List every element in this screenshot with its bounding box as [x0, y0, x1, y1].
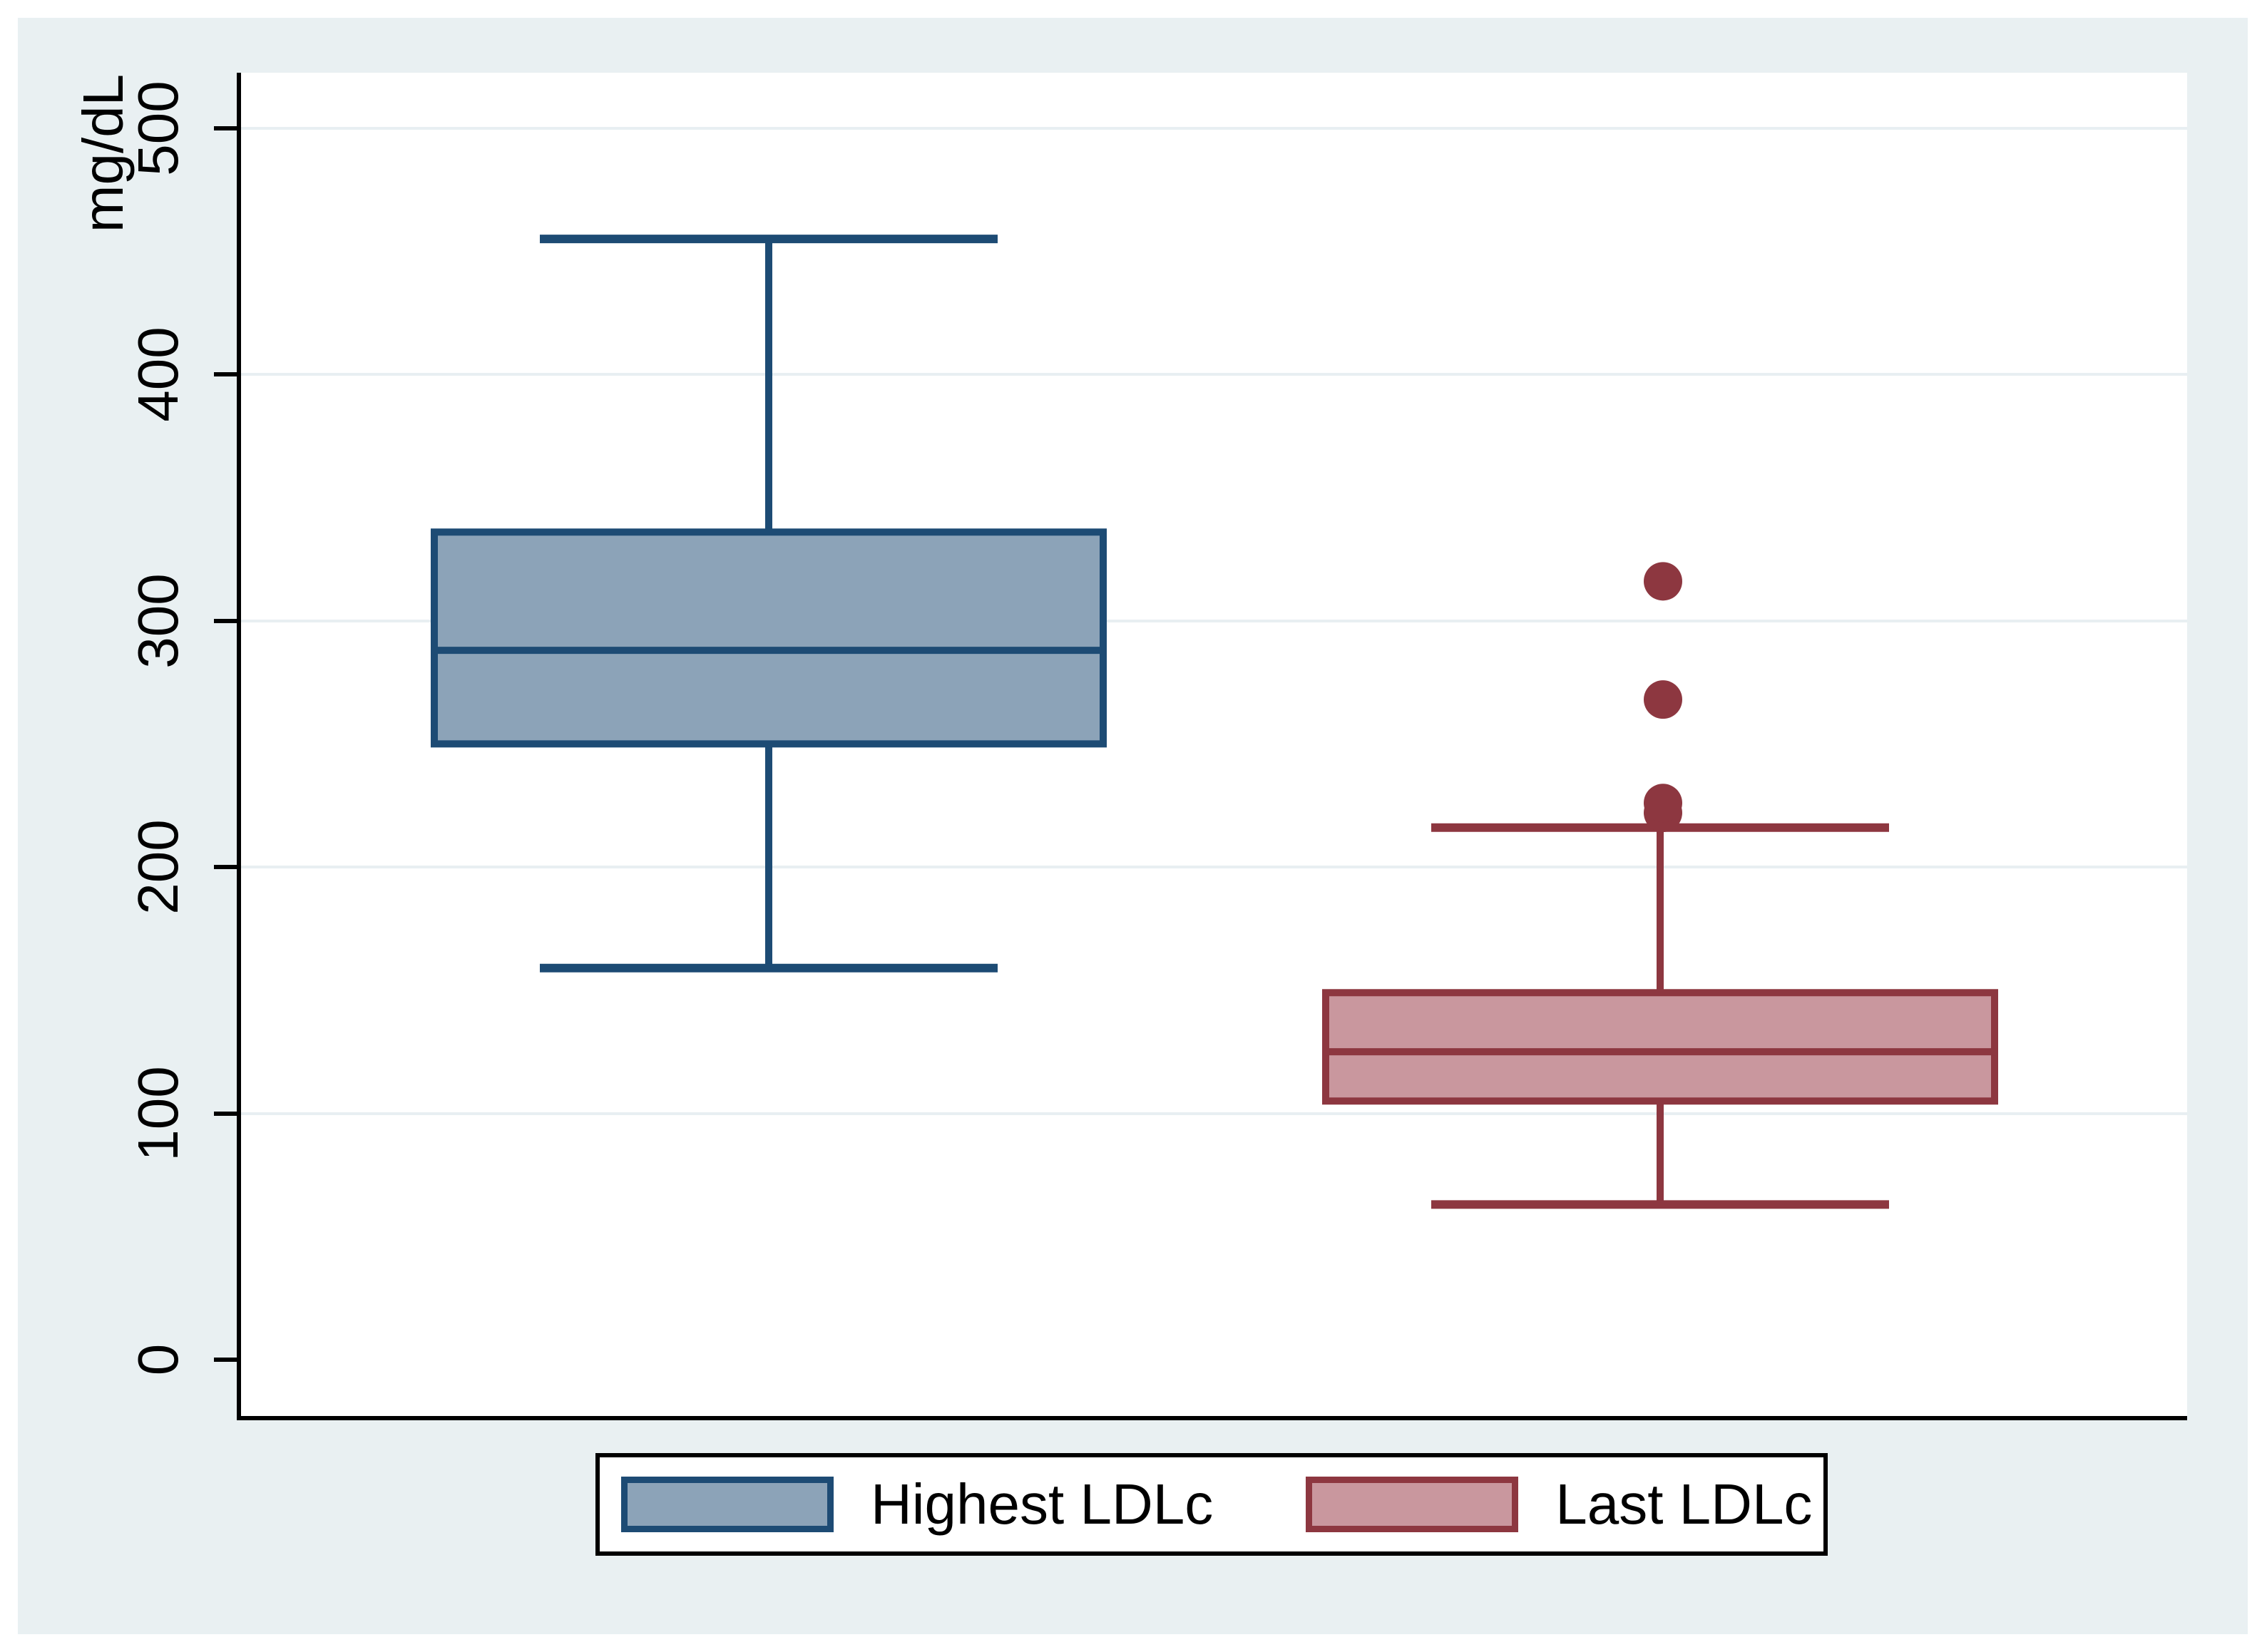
outlier-dot-1-2	[1644, 680, 1682, 719]
gridline-500	[241, 126, 2187, 130]
legend-label-last-ldlc: Last LDLc	[1555, 1472, 1813, 1536]
y-tick-200	[214, 865, 237, 870]
legend-label-highest-ldlc: Highest LDLc	[871, 1472, 1214, 1536]
y-axis-line	[237, 73, 241, 1420]
y-tick-500	[214, 125, 237, 130]
legend-item-highest-ldlc: Highest LDLc	[621, 1476, 1213, 1533]
x-axis-line	[237, 1416, 2187, 1420]
box-0	[431, 528, 1107, 748]
legend-item-last-ldlc: Last LDLc	[1306, 1476, 1812, 1533]
gridline-200	[241, 866, 2187, 869]
gridline-400	[241, 373, 2187, 376]
y-tick-400	[214, 372, 237, 377]
y-tick-0	[214, 1358, 237, 1362]
outlier-dot-1-3	[1644, 562, 1682, 601]
y-tick-100	[214, 1111, 237, 1116]
legend-box: Highest LDLc Last LDLc	[595, 1453, 1828, 1556]
y-tick-300	[214, 618, 237, 623]
last-ldlc-swatch	[1306, 1477, 1519, 1532]
highest-ldlc-swatch	[621, 1477, 834, 1532]
box-1	[1322, 989, 1998, 1105]
gridline-100	[241, 1112, 2187, 1115]
gridline-300	[241, 619, 2187, 622]
outlier-dot-1-1	[1644, 784, 1682, 823]
